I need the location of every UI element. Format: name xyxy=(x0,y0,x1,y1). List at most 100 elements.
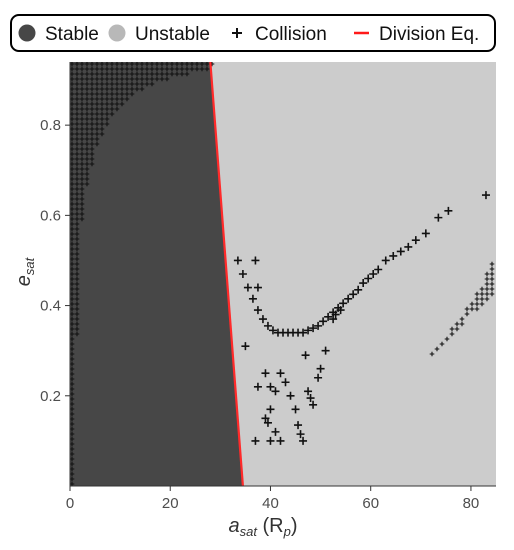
collision-mark xyxy=(89,141,95,147)
collision-mark xyxy=(74,136,80,142)
legend-item-collision: Collision xyxy=(232,24,327,45)
collision-mark xyxy=(489,281,495,287)
collision-mark xyxy=(84,111,90,117)
collision-mark xyxy=(144,66,150,72)
collision-mark xyxy=(99,76,105,82)
collision-mark xyxy=(74,181,80,187)
collision-mark xyxy=(99,96,105,102)
collision-mark xyxy=(84,156,90,162)
collision-mark xyxy=(474,296,480,302)
collision-mark xyxy=(129,62,135,67)
collision-point xyxy=(359,279,368,288)
collision-mark xyxy=(189,66,195,72)
collision-mark xyxy=(79,131,85,137)
collision-mark xyxy=(89,161,95,167)
collision-point xyxy=(309,400,318,409)
legend-frame xyxy=(10,14,496,52)
collision-mark xyxy=(109,62,115,67)
collision-mark xyxy=(74,281,80,287)
collision-mark xyxy=(84,166,90,172)
y-tick-label: 0.6 xyxy=(40,207,61,224)
collision-mark xyxy=(94,131,100,137)
collision-mark xyxy=(74,316,80,322)
collision-mark xyxy=(94,116,100,122)
collision-mark xyxy=(79,166,85,172)
collision-mark xyxy=(74,121,80,127)
collision-mark xyxy=(149,66,155,72)
collision-mark xyxy=(179,71,185,77)
collision-mark xyxy=(84,81,90,87)
x-tick-label: 80 xyxy=(463,495,480,512)
collision-mark xyxy=(479,286,485,292)
legend-item-division-eq: Division Eq. xyxy=(354,24,479,45)
collision-mark xyxy=(464,306,470,312)
collision-mark xyxy=(479,301,485,307)
collision-mark xyxy=(89,131,95,137)
collision-mark xyxy=(149,71,155,77)
collision-mark xyxy=(104,81,110,87)
collision-mark xyxy=(169,62,175,67)
collision-mark xyxy=(104,91,110,97)
collision-mark xyxy=(74,226,80,232)
collision-point xyxy=(374,265,383,274)
collision-mark xyxy=(74,296,80,302)
collision-mark xyxy=(79,91,85,97)
collision-point xyxy=(266,405,275,414)
collision-mark xyxy=(114,96,120,102)
collision-mark xyxy=(74,286,80,292)
collision-mark xyxy=(149,81,155,87)
collision-mark xyxy=(84,126,90,132)
collision-mark xyxy=(109,66,115,72)
collision-point xyxy=(339,299,348,308)
collision-mark xyxy=(114,62,120,67)
collision-mark xyxy=(429,351,435,357)
collision-mark xyxy=(79,86,85,92)
collision-mark xyxy=(104,111,110,117)
collision-mark xyxy=(74,271,80,277)
collision-mark xyxy=(89,86,95,92)
collision-mark xyxy=(109,81,115,87)
collision-mark xyxy=(489,286,495,292)
collision-mark xyxy=(489,276,495,282)
collision-mark xyxy=(74,81,80,87)
collision-point xyxy=(304,387,313,396)
collision-mark xyxy=(89,62,95,67)
collision-mark xyxy=(469,306,475,312)
collision-mark xyxy=(74,201,80,207)
collision-point xyxy=(276,436,285,445)
collision-mark xyxy=(129,76,135,82)
collision-mark xyxy=(74,161,80,167)
collision-mark xyxy=(94,101,100,107)
y-tick-label: 0.4 xyxy=(40,298,61,315)
collision-point xyxy=(389,251,398,260)
collision-mark xyxy=(89,101,95,107)
collision-mark xyxy=(94,71,100,77)
collision-mark xyxy=(84,91,90,97)
collision-mark xyxy=(74,86,80,92)
collision-mark xyxy=(74,241,80,247)
collision-point xyxy=(286,391,295,400)
collision-mark xyxy=(199,62,205,67)
collision-mark xyxy=(204,62,210,67)
collision-mark xyxy=(479,296,485,302)
collision-mark xyxy=(89,111,95,117)
collision-mark xyxy=(484,286,490,292)
collision-mark xyxy=(74,331,80,337)
collision-mark xyxy=(99,116,105,122)
collision-mark xyxy=(109,76,115,82)
collision-mark xyxy=(489,271,495,277)
y-tick-label: 0.8 xyxy=(40,117,61,134)
collision-mark xyxy=(74,71,80,77)
collision-point xyxy=(281,378,290,387)
collision-mark xyxy=(74,291,80,297)
collision-mark xyxy=(74,106,80,112)
collision-mark xyxy=(154,66,160,72)
x-axis-label-rest: (R xyxy=(257,515,284,537)
collision-mark xyxy=(474,291,480,297)
collision-mark xyxy=(89,116,95,122)
collision-mark xyxy=(474,306,480,312)
collision-point xyxy=(253,306,262,315)
y-tick-label: 0.2 xyxy=(40,388,61,405)
x-tick-label: 40 xyxy=(262,495,279,512)
collision-mark xyxy=(74,96,80,102)
